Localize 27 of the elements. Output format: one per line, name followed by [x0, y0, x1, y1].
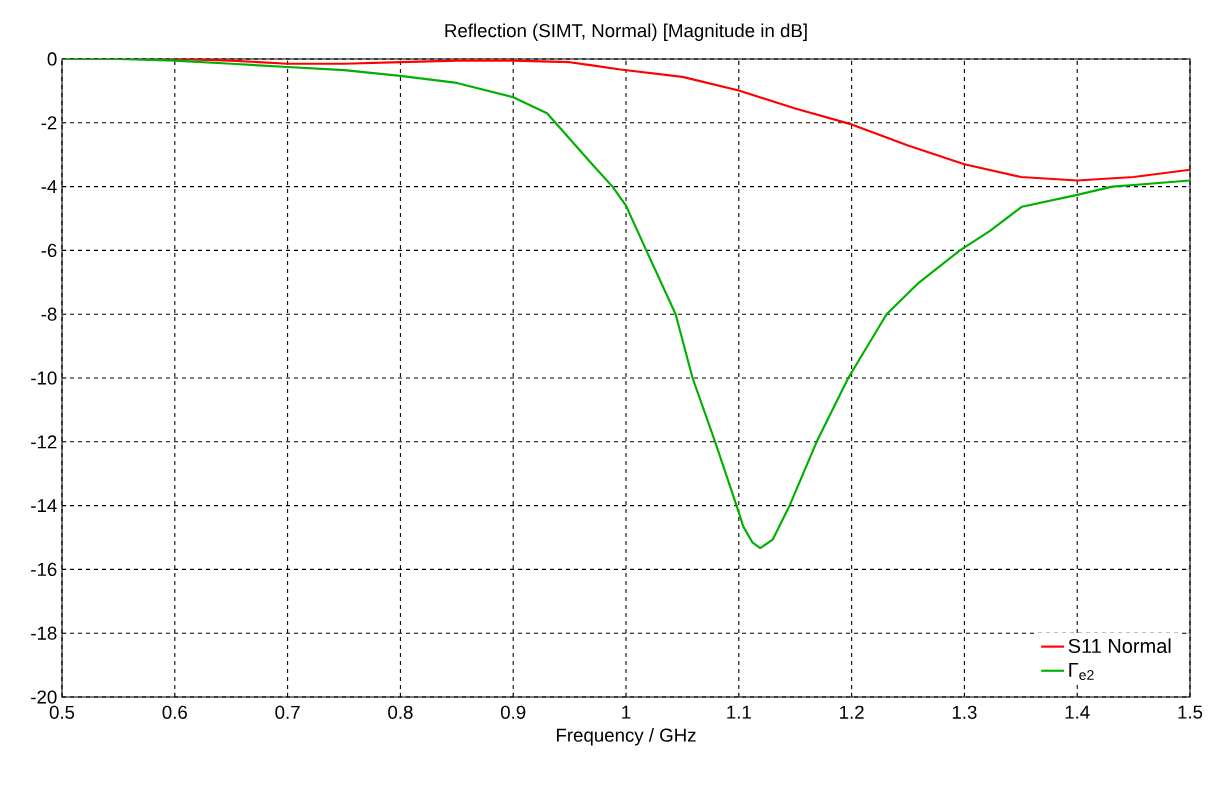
y-tick-label: 0	[47, 52, 57, 66]
y-tick-label: -20	[31, 690, 57, 704]
y-tick-label: -10	[31, 371, 57, 385]
x-tick-label: 0.6	[162, 705, 187, 719]
y-tick-label: -8	[41, 307, 57, 321]
chart-title: Reflection (SIMT, Normal) [Magnitude in dB]	[445, 23, 807, 41]
x-tick-label: 0.8	[388, 705, 413, 719]
y-tick-label: -16	[31, 562, 57, 577]
y-tick-label: -14	[31, 499, 57, 513]
y-tick-label: -4	[41, 180, 57, 194]
y-tick-label: -18	[31, 626, 57, 640]
legend-label: Γ$_{e2}$	[1069, 662, 1094, 680]
x-tick-label: 0.5	[49, 705, 75, 719]
x-tick-label: 1.1	[727, 705, 751, 719]
y-tick-label: -6	[41, 243, 57, 258]
x-tick-label: 1	[622, 705, 631, 719]
x-tick-label: 0.9	[500, 705, 526, 719]
x-axis-title: Frequency / GHz	[556, 728, 696, 746]
x-tick-label: 1.3	[952, 705, 977, 719]
legend-label: S11 Normal	[1068, 638, 1171, 654]
y-tick-label: -2	[41, 116, 57, 130]
y-tick-label: -12	[31, 435, 57, 449]
x-tick-label: 1.5	[1178, 705, 1203, 719]
x-tick-label: 1.2	[840, 705, 864, 719]
x-tick-label: 1.4	[1065, 705, 1090, 719]
line-series	[62, 59, 1191, 550]
x-tick-label: 0.7	[275, 705, 300, 719]
